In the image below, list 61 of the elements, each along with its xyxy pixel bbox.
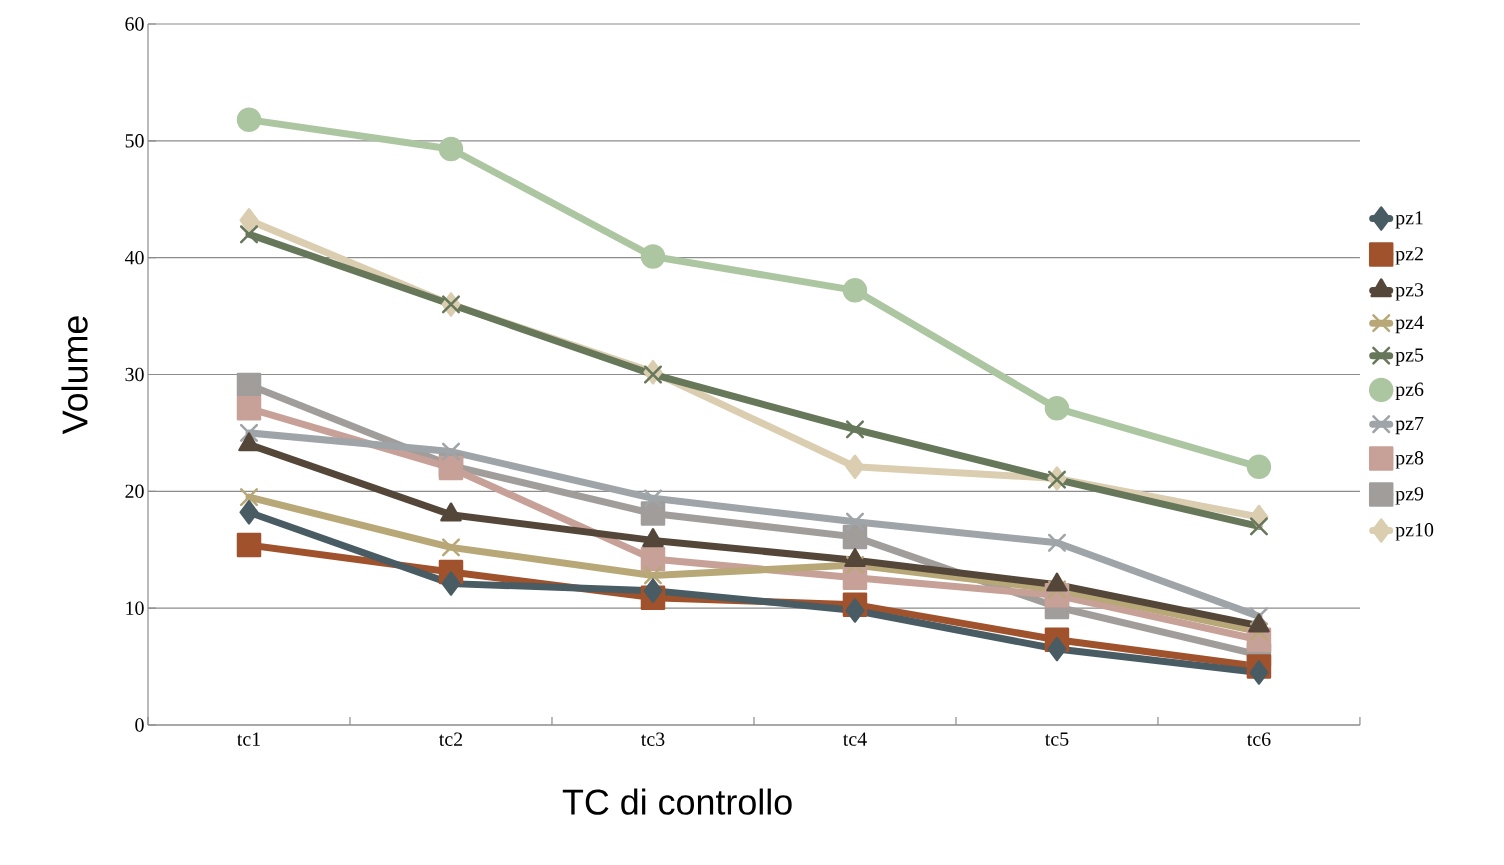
legend-label: pz3 <box>1395 283 1424 301</box>
point <box>842 524 868 550</box>
point <box>1047 533 1066 552</box>
point <box>1246 454 1272 480</box>
point <box>1047 580 1066 599</box>
point <box>845 598 865 623</box>
point <box>239 208 259 233</box>
point <box>845 454 865 480</box>
point <box>1249 660 1269 685</box>
point <box>845 420 864 439</box>
point <box>845 555 864 574</box>
point <box>1044 396 1070 421</box>
legend-label: pz7 <box>1395 416 1424 435</box>
y-tick-label: 60 <box>125 17 144 31</box>
legend-label: pz2 <box>1395 247 1423 265</box>
point <box>640 501 666 526</box>
legend-label: pz6 <box>1395 382 1424 401</box>
legend-label: pz8 <box>1395 451 1424 469</box>
y-tick-label: 0 <box>135 718 144 732</box>
x-tick-label: tc3 <box>641 732 665 746</box>
y-tick-label: 30 <box>125 367 144 382</box>
point <box>643 489 663 508</box>
x-tick-label: tc1 <box>237 732 260 746</box>
point <box>236 372 262 398</box>
point <box>441 538 461 557</box>
point <box>239 500 259 525</box>
point <box>441 571 461 596</box>
point <box>643 365 663 384</box>
point <box>236 107 262 133</box>
y-tick-label: 50 <box>125 134 144 148</box>
point <box>239 423 259 442</box>
point <box>643 578 663 603</box>
point <box>1249 607 1268 626</box>
point <box>438 136 464 162</box>
point <box>1047 636 1067 662</box>
point <box>640 244 666 269</box>
legend-label: pz5 <box>1395 348 1424 366</box>
x-axis-title: TC di controllo <box>562 788 792 815</box>
y-tick-label: 40 <box>124 250 144 265</box>
x-tick-label: tc6 <box>1246 732 1271 746</box>
point <box>640 546 666 572</box>
point <box>842 278 868 303</box>
point <box>236 532 262 558</box>
y-tick-label: 20 <box>125 484 144 499</box>
point <box>236 396 262 421</box>
point <box>239 488 259 507</box>
point <box>643 566 663 585</box>
legend-label: pz10 <box>1395 523 1434 541</box>
legend-label: pz1 <box>1395 211 1423 229</box>
x-tick-label: tc4 <box>842 732 867 746</box>
y-tick-label: 10 <box>126 601 144 615</box>
x-tick-label: tc2 <box>439 732 463 746</box>
x-tick-label: tc5 <box>1044 732 1069 746</box>
point <box>239 225 259 244</box>
point <box>441 442 461 461</box>
legend-label: pz4 <box>1395 315 1424 334</box>
y-axis-title: Volume <box>61 316 88 435</box>
point <box>845 512 864 531</box>
point <box>1249 517 1268 536</box>
point <box>1249 622 1268 641</box>
legend-label: pz9 <box>1395 487 1424 505</box>
